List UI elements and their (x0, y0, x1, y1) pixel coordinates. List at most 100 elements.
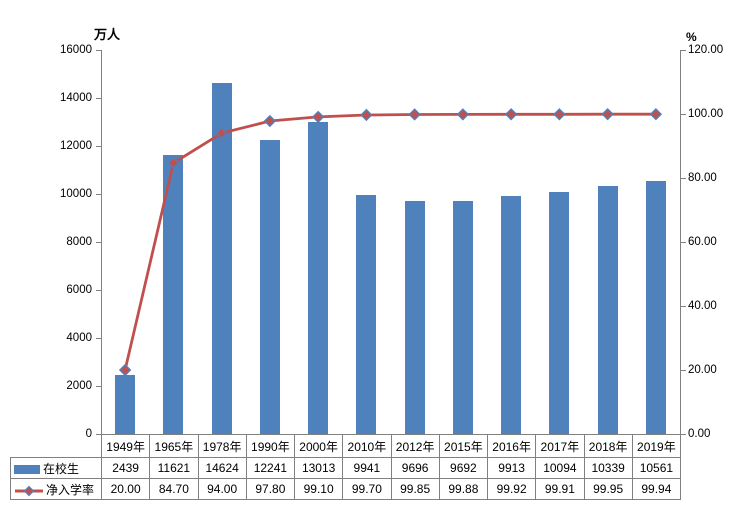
bar-2016年 (501, 196, 522, 434)
left-axis-line (101, 50, 102, 434)
bar-2017年 (549, 191, 570, 434)
legend-item-net-enrollment-rate: 净入学率 (10, 478, 102, 500)
bar-2012年 (404, 201, 425, 434)
chart-data-table: 1949年 1965年 1978年 1990年 2000年 2010年 2012年 2015年… (10, 434, 682, 500)
legend-label-line-series: 净入学率 (46, 482, 95, 497)
x-axis-category-label: 2010年 (342, 434, 392, 458)
y-axis-tick-left (96, 242, 101, 243)
bar-1949年 (115, 375, 136, 434)
y-axis-tick-right (681, 370, 686, 371)
table-cell-enrolled-value: 11621 (149, 457, 199, 479)
line-marker-diamond (649, 108, 663, 121)
y-axis-tick-left (96, 146, 101, 147)
line-marker-diamond (215, 127, 228, 140)
y-axis-tick-left (96, 194, 101, 195)
table-cell-enrolled-value: 10339 (583, 457, 633, 479)
table-cell-enrolled-value: 13013 (293, 457, 344, 479)
table-cell-rate-value: 99.10 (293, 478, 344, 500)
y-axis-tick-label-left: 14000 (60, 92, 92, 104)
y-axis-tick-label-left: 10000 (60, 188, 92, 200)
line-marker-diamond (504, 108, 518, 121)
legend-key-line-swatch (15, 485, 43, 496)
right-axis-line (680, 50, 681, 434)
x-axis-category-label: 2018年 (583, 434, 633, 458)
y-axis-tick-left (96, 386, 101, 387)
line-marker-diamond (601, 107, 614, 121)
line-marker-diamond (263, 114, 277, 128)
y-axis-tick-left (96, 50, 101, 51)
x-axis-category-label: 1990年 (245, 434, 296, 458)
table-cell-enrolled-value: 14624 (197, 457, 247, 479)
bar-1965年 (163, 155, 184, 434)
bar-2015年 (452, 201, 473, 434)
line-marker-diamond (553, 108, 566, 121)
y-axis-tick-label-left: 4000 (66, 332, 92, 344)
table-cell-enrolled-value: 2439 (100, 457, 151, 479)
table-cell-enrolled-value: 10094 (535, 457, 585, 479)
y-axis-tick-right (681, 114, 686, 115)
table-cell-rate-value: 84.70 (149, 478, 199, 500)
line-marker-diamond (408, 108, 421, 121)
y-axis-tick-left (96, 98, 101, 99)
table-cell-rate-value: 99.94 (631, 478, 682, 500)
x-axis-category-label: 2015年 (438, 434, 489, 458)
table-cell-rate-value: 99.70 (342, 478, 392, 500)
table-cell-rate-value: 97.80 (245, 478, 296, 500)
table-cell-rate-value: 99.91 (535, 478, 585, 500)
table-cell-enrolled-value: 10561 (631, 457, 682, 479)
bar-1978年 (211, 83, 232, 434)
y-axis-tick-label-right: 20.00 (688, 364, 717, 376)
y-axis-tick-right (681, 178, 686, 179)
line-marker-diamond (167, 156, 180, 170)
line-marker-diamond (118, 363, 132, 377)
line-marker-diamond (311, 110, 325, 124)
y-axis-tick-label-right: 40.00 (688, 300, 717, 312)
x-axis-category-label: 2000年 (293, 434, 344, 458)
y-axis-tick-label-right: 0.00 (688, 428, 711, 440)
legend-key-bar-swatch (14, 464, 40, 474)
table-cell-rate-value: 99.88 (438, 478, 489, 500)
table-cell-rate-value: 99.85 (390, 478, 440, 500)
y-axis-tick-right (681, 306, 686, 307)
legend-item-enrolled-students: 在校生 (10, 457, 102, 479)
x-axis-category-label: 2019年 (631, 434, 682, 458)
table-cell-enrolled-value: 9696 (390, 457, 440, 479)
bar-2019年 (645, 180, 666, 434)
right-axis-title: % (686, 30, 697, 44)
y-axis-tick-left (96, 434, 101, 435)
bar-2018年 (597, 185, 618, 434)
table-cell-enrolled-value: 12241 (245, 457, 296, 479)
y-axis-tick-label-right: 60.00 (688, 236, 717, 248)
table-cell-enrolled-value: 9692 (438, 457, 489, 479)
y-axis-tick-label-left: 6000 (66, 284, 92, 296)
y-axis-tick-label-right: 80.00 (688, 172, 717, 184)
table-cell-rate-value: 99.95 (583, 478, 633, 500)
line-marker-diamond (456, 108, 470, 121)
bar-2010年 (356, 195, 377, 434)
table-cell-enrolled-value: 9941 (342, 457, 392, 479)
table-cell-rate-value: 99.92 (486, 478, 537, 500)
line-marker-diamond (360, 108, 373, 122)
y-axis-tick-label-left: 8000 (66, 236, 92, 248)
y-axis-tick-label-right: 120.00 (688, 44, 724, 56)
table-cell-enrolled-value: 9913 (486, 457, 537, 479)
y-axis-tick-right (681, 434, 686, 435)
x-axis-category-label: 2012年 (390, 434, 440, 458)
y-axis-tick-right (681, 50, 686, 51)
x-axis-category-label: 2017年 (535, 434, 585, 458)
table-cell-rate-value: 94.00 (197, 478, 247, 500)
bar-1990年 (259, 140, 280, 434)
y-axis-tick-right (681, 242, 686, 243)
bar-2000年 (308, 121, 329, 434)
left-axis-title: 万人 (94, 27, 121, 42)
x-axis-category-label: 1978年 (197, 434, 247, 458)
x-axis-category-label: 1965年 (149, 434, 199, 458)
x-axis-category-label: 2016年 (486, 434, 537, 458)
table-cell-rate-value: 20.00 (100, 478, 151, 500)
y-axis-tick-label-left: 2000 (66, 380, 92, 392)
y-axis-tick-label-right: 100.00 (688, 108, 724, 120)
x-axis-category-label: 1949年 (100, 434, 151, 458)
table-corner-cell (11, 435, 102, 458)
y-axis-tick-label-left: 12000 (60, 140, 92, 152)
